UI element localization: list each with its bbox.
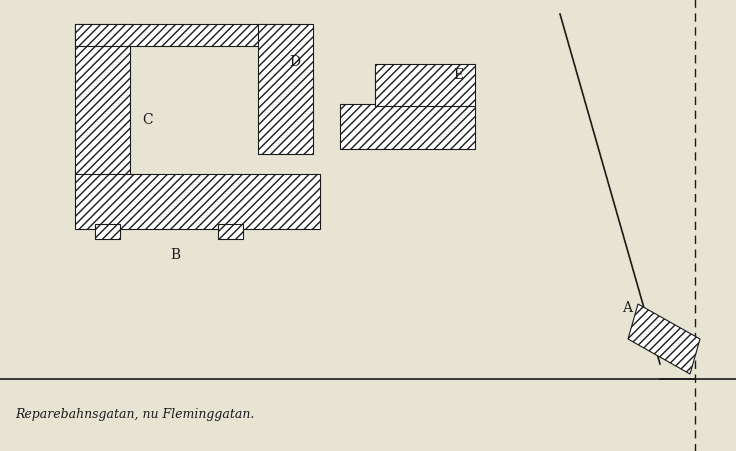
Bar bbox=[375, 65, 475, 107]
Bar bbox=[95, 225, 120, 239]
Bar bbox=[75, 25, 130, 184]
Bar bbox=[258, 25, 313, 155]
Bar bbox=[340, 105, 475, 150]
Text: A: A bbox=[622, 300, 632, 314]
Text: Reparebahnsgatan, nu Fleminggatan.: Reparebahnsgatan, nu Fleminggatan. bbox=[15, 408, 255, 421]
Bar bbox=[218, 225, 243, 239]
Text: E: E bbox=[453, 68, 463, 82]
Polygon shape bbox=[628, 304, 700, 374]
Text: B: B bbox=[170, 248, 180, 262]
Bar bbox=[75, 25, 295, 47]
Text: D: D bbox=[289, 55, 300, 69]
Bar bbox=[75, 175, 320, 230]
Text: C: C bbox=[143, 113, 153, 127]
